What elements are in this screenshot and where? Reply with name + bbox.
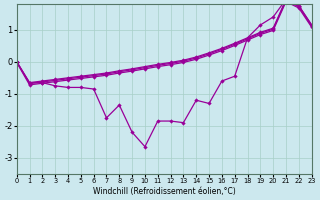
X-axis label: Windchill (Refroidissement éolien,°C): Windchill (Refroidissement éolien,°C) [93, 187, 236, 196]
